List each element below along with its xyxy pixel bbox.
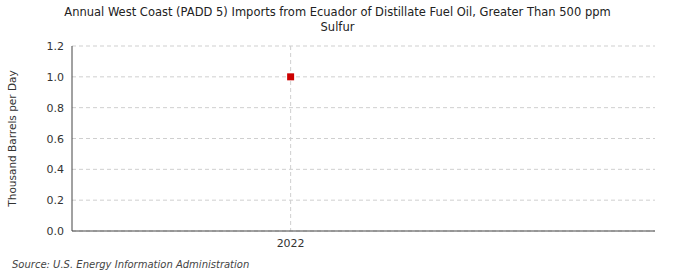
y-grid-line [72,107,655,108]
y-grid-line [72,200,655,201]
title: Annual West Coast (PADD 5) Imports from … [64,5,610,34]
y-tick-label: 0.2 [47,194,65,207]
title-line: Sulfur [321,20,355,34]
y-tick-label: 1.0 [47,71,65,84]
y-tick-label: 1.2 [47,40,65,53]
y-grid-line [72,169,655,170]
grid [72,46,655,231]
x-axis-line [72,231,655,232]
y-axis-label: Thousand Barrels per Day [6,70,18,207]
source-note: Source: U.S. Energy Information Administ… [12,259,249,270]
x-tick-label: 2022 [277,237,305,250]
y-axis-line [72,46,73,231]
y-tick-label: 0.0 [47,225,65,238]
chart: Annual West Coast (PADD 5) Imports from … [0,0,675,275]
y-grid-line [72,231,655,232]
y-tick-label: 0.4 [47,163,65,176]
y-grid-line [72,46,655,47]
marks [287,73,294,80]
y-grid-line [72,76,655,77]
y-tick-label: 0.8 [47,102,65,115]
y-tick-label: 0.6 [47,133,65,146]
title-line: Annual West Coast (PADD 5) Imports from … [64,5,610,19]
y-grid-line [72,138,655,139]
point [287,73,294,80]
